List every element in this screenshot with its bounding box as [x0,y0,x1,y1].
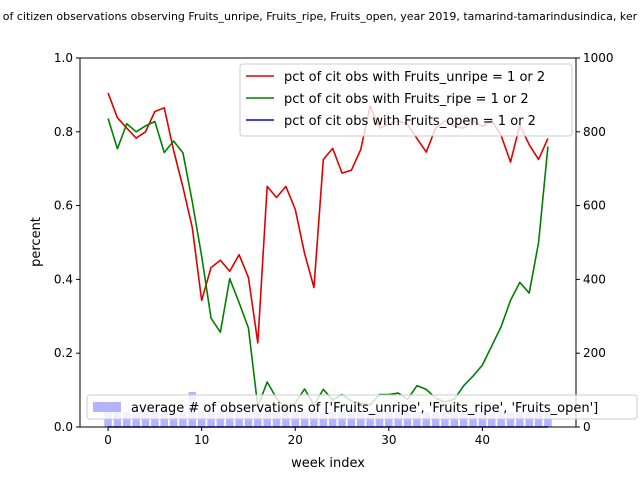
legend-box [239,63,573,137]
bar [385,412,393,427]
y-tick-label: 0.0 [54,420,73,434]
y2-tick-label: 600 [583,199,606,213]
bar [488,412,496,427]
bar [132,412,140,427]
bar [169,412,178,427]
bar [478,412,487,427]
bar [544,412,552,427]
bar [394,412,402,427]
legend-label: pct of cit obs with Fruits_open = 1 or 2 [284,114,536,129]
bar [422,412,431,427]
y2-tick-label: 400 [583,272,606,286]
bar [497,412,505,427]
legend: pct of cit obs with Fruits_unripe = 1 or… [239,63,573,137]
x-tick-label: 30 [381,433,396,447]
bar [441,412,449,427]
x-tick-label: 0 [104,433,112,447]
y-tick-label: 0.8 [54,125,73,139]
bar [525,412,533,427]
x-axis-label: week index [291,456,365,471]
x-tick-label: 40 [475,433,490,447]
bar [197,412,206,427]
bar [534,412,543,427]
bar [151,412,159,427]
chart-title: of citizen observations observing Fruits… [3,10,638,23]
bar [319,412,328,427]
bar [225,412,234,427]
y2-tick-label: 1000 [583,51,614,65]
bar [113,412,122,427]
bar [516,412,524,427]
x-tick-label: 10 [194,433,209,447]
bar [263,412,271,427]
bar [244,412,253,427]
bar [235,412,243,427]
bar [459,412,468,427]
bar [216,412,225,427]
bars-layer [104,391,552,427]
bar [506,412,515,427]
bar [366,412,374,427]
bar [207,412,215,427]
x-tick-label: 20 [288,433,303,447]
y2-tick-label: 800 [583,125,606,139]
y2-axis-ticks: 0 200 400 600 800 1000 [576,51,614,434]
y-axis-label: percent [29,217,44,267]
bar [179,412,187,427]
bar [347,412,356,427]
bar [357,412,365,427]
bar [300,412,309,427]
bar [413,412,421,427]
bar [375,412,384,427]
bar [338,412,346,427]
bar [431,412,440,427]
y-tick-label: 0.6 [54,199,73,213]
bar [291,412,299,427]
y2-tick-label: 0 [583,420,591,434]
bar [310,412,318,427]
bar [272,412,281,427]
y-tick-label: 0.2 [54,346,73,360]
x-axis-ticks: 0 10 20 30 40 [104,427,490,447]
bar [254,412,262,427]
bar [282,412,290,427]
bar-legend-label: average # of observations of ['Fruits_un… [131,401,598,416]
y-tick-label: 0.4 [54,272,73,286]
y-axis-ticks: 0.0 0.2 0.4 0.6 0.8 1.0 [54,51,80,434]
legend-label: pct of cit obs with Fruits_ripe = 1 or 2 [284,92,529,107]
bar [141,412,150,427]
axes-frame [79,57,577,428]
bar [328,412,337,427]
bar-legend: average # of observations of ['Fruits_un… [86,394,638,420]
bar [123,412,131,427]
y-tick-label: 1.0 [54,51,73,65]
bar [450,412,459,427]
bar [403,412,412,427]
bar-legend-swatch [93,402,121,412]
y2-tick-label: 200 [583,346,606,360]
bar [160,412,168,427]
bar [469,412,477,427]
legend-label: pct of cit obs with Fruits_unripe = 1 or… [284,70,545,85]
bar-legend-box [86,394,638,420]
